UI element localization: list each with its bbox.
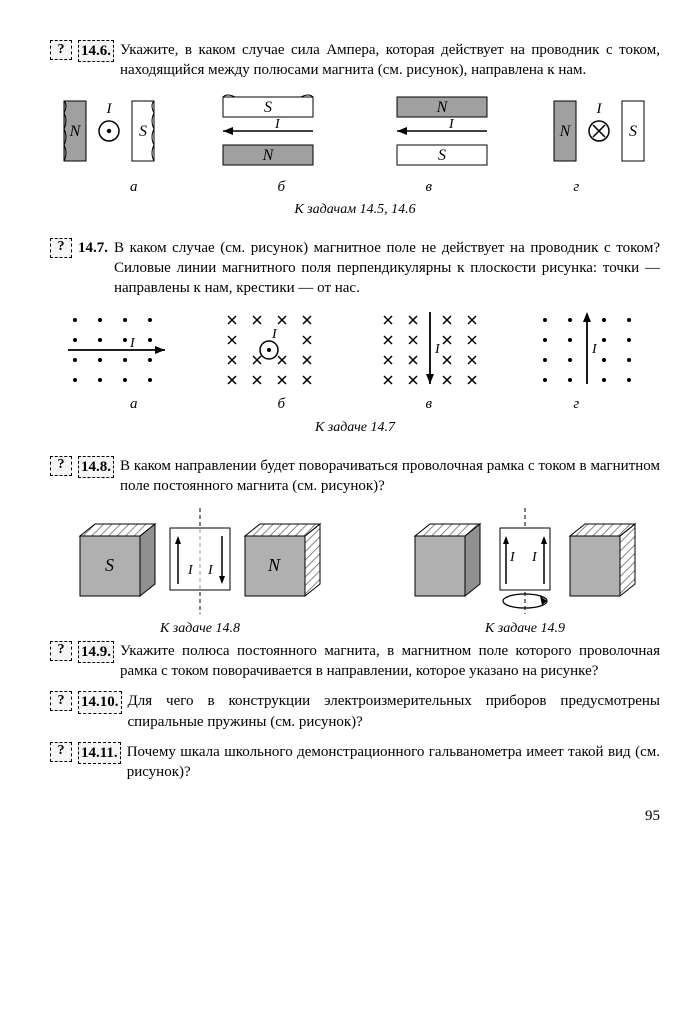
- problem-text: Укажите, в каком случае сила Ампера, кот…: [120, 40, 660, 81]
- question-icon: ?: [50, 456, 72, 476]
- figure-14-8-9: S N I I К задаче 14.8: [50, 506, 660, 639]
- problem-14-10: ? 14.10. Для чего в конструкции электрои…: [50, 691, 660, 732]
- caption-14-9: К задаче 14.9: [410, 620, 640, 639]
- figure-14-6: N S I S I N N I S: [50, 91, 660, 171]
- figure-labels-2: а б в г: [50, 394, 660, 414]
- svg-text:S: S: [629, 123, 637, 140]
- problem-text: В каком направлении будет поворачиваться…: [120, 456, 660, 497]
- svg-text:S: S: [438, 147, 446, 164]
- label-a: а: [60, 177, 208, 197]
- fig2-d: I: [530, 308, 650, 388]
- fig-14-9: I I К задаче 14.9: [410, 506, 640, 639]
- svg-text:N: N: [559, 123, 572, 140]
- svg-text:N: N: [69, 123, 82, 140]
- problem-text: Укажите полюса постоянного магнита, в ма…: [120, 641, 660, 682]
- problem-number: 14.8.: [78, 456, 114, 478]
- problem-number: 14.7.: [78, 238, 108, 258]
- svg-text:I: I: [591, 342, 598, 357]
- svg-text:N: N: [435, 99, 448, 116]
- svg-text:I: I: [274, 117, 281, 132]
- question-icon: ?: [50, 641, 72, 661]
- question-icon: ?: [50, 40, 72, 60]
- caption-14-8: К задаче 14.8: [70, 620, 330, 639]
- problem-text: Для чего в конструкции электроизмеритель…: [128, 691, 661, 732]
- svg-text:I: I: [448, 117, 455, 132]
- svg-text:I: I: [271, 327, 278, 342]
- problem-14-8: ? 14.8. В каком направлении будет повора…: [50, 456, 660, 497]
- label-c: в: [355, 177, 503, 197]
- label-d: г: [503, 177, 651, 197]
- svg-text:I: I: [129, 336, 136, 351]
- fig-a: N S I: [60, 91, 160, 171]
- fig-14-8: S N I I К задаче 14.8: [70, 506, 330, 639]
- question-icon: ?: [50, 691, 72, 711]
- page-number: 95: [50, 806, 660, 826]
- fig-b: S I N: [203, 91, 333, 171]
- label-a: а: [60, 394, 208, 414]
- caption-1: К задачам 14.5, 14.6: [50, 201, 660, 220]
- problem-text: Почему шкала школьного демонстрационного…: [127, 742, 660, 783]
- problem-number: 14.10.: [78, 691, 122, 713]
- svg-text:N: N: [262, 147, 275, 164]
- problem-text: В каком случае (см. рисунок) магнитное п…: [114, 238, 660, 299]
- label-b: б: [208, 177, 356, 197]
- svg-text:I: I: [106, 101, 113, 117]
- figure-14-7: I I: [50, 308, 660, 388]
- svg-text:S: S: [264, 99, 272, 116]
- label-c: в: [355, 394, 503, 414]
- problem-number: 14.6.: [78, 40, 114, 62]
- svg-text:S: S: [105, 555, 114, 575]
- question-icon: ?: [50, 238, 72, 258]
- fig2-c: I: [373, 308, 493, 388]
- svg-text:I: I: [595, 101, 602, 117]
- problem-number: 14.9.: [78, 641, 114, 663]
- caption-2: К задаче 14.7: [50, 419, 660, 438]
- figure-labels-1: а б в г: [50, 177, 660, 197]
- label-b: б: [208, 394, 356, 414]
- problem-14-11: ? 14.11. Почему шкала школьного демонстр…: [50, 742, 660, 783]
- svg-text:S: S: [139, 123, 147, 140]
- svg-text:N: N: [267, 555, 281, 575]
- question-icon: ?: [50, 742, 72, 762]
- fig-c: N I S: [377, 91, 507, 171]
- problem-14-7: ? 14.7. В каком случае (см. рисунок) маг…: [50, 238, 660, 299]
- fig2-a: I: [60, 308, 180, 388]
- fig2-b: I: [217, 308, 337, 388]
- problem-14-6: ? 14.6. Укажите, в каком случае сила Амп…: [50, 40, 660, 81]
- svg-text:I: I: [434, 342, 441, 357]
- problem-14-9: ? 14.9. Укажите полюса постоянного магни…: [50, 641, 660, 682]
- problem-number: 14.11.: [78, 742, 121, 764]
- fig-d: N S I: [550, 91, 650, 171]
- label-d: г: [503, 394, 651, 414]
